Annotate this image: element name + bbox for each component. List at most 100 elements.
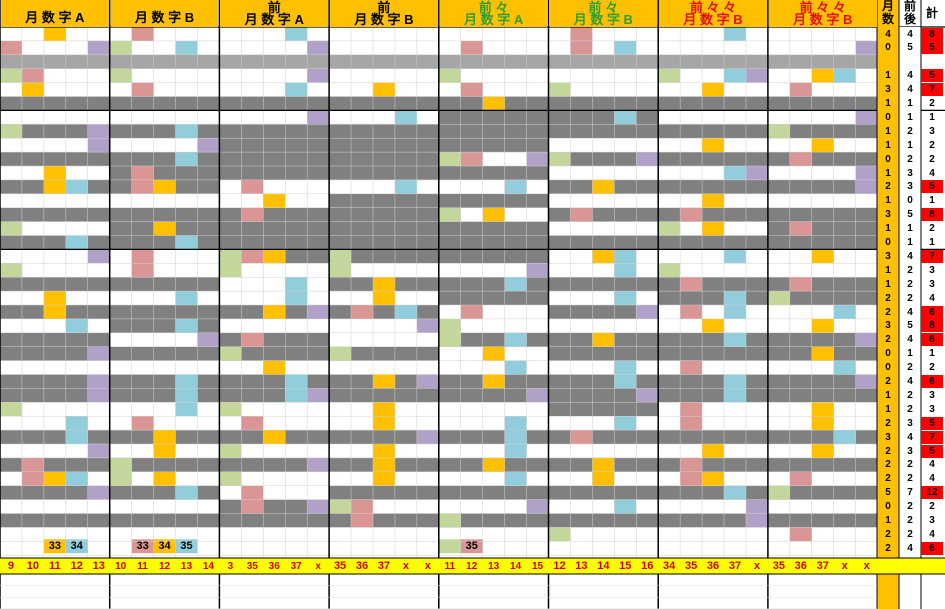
color-cell: [570, 40, 593, 55]
header-group-6: 前 々月 数 字 B: [549, 0, 658, 27]
color-cell: [351, 305, 373, 319]
color-cell: [307, 40, 330, 55]
color-cell: [21, 82, 44, 97]
total-count: 6: [921, 333, 943, 347]
gray-band: [658, 388, 768, 403]
gray-band: [548, 346, 659, 361]
gray-band: [548, 374, 659, 389]
gray-band: [109, 346, 220, 361]
footer-number: 11: [49, 560, 61, 572]
month-count: 2: [885, 334, 891, 346]
color-cell: [0, 124, 22, 139]
color-cell: [43, 179, 66, 194]
gray-band: [438, 166, 549, 180]
prevnext-count: 3: [907, 417, 913, 429]
color-cell: [702, 318, 725, 333]
gray-band: [548, 513, 659, 528]
gray-band: [438, 388, 549, 403]
color-cell: [175, 235, 198, 250]
gray-band: [329, 430, 439, 444]
prevnext-count: 5: [907, 320, 913, 332]
gray-band: [109, 318, 220, 333]
gray-band: [0, 124, 110, 139]
footer-number: 14: [597, 560, 610, 572]
gray-band: [658, 291, 768, 305]
color-cell: [438, 513, 461, 528]
prevnext-count: 2: [907, 125, 913, 137]
label-number: 33: [48, 540, 61, 553]
color-cell: [811, 416, 834, 431]
color-cell: [504, 471, 527, 486]
color-cell: [175, 124, 198, 139]
month-count: 2: [885, 376, 891, 387]
gray-band: [767, 152, 878, 166]
month-count: 2: [885, 459, 891, 471]
color-cell: [394, 305, 417, 319]
total-count: 8: [921, 319, 943, 333]
color-cell: [43, 166, 66, 180]
color-cell: [43, 471, 66, 486]
gray-band: [219, 207, 330, 222]
gray-band: [767, 54, 878, 69]
color-cell: [87, 374, 110, 389]
month-count: 3: [885, 84, 891, 96]
color-cell: [438, 152, 461, 166]
month-count: 0: [885, 42, 891, 54]
color-cell: [175, 318, 198, 333]
prevnext-count: 4: [907, 542, 913, 554]
color-cell: [855, 179, 878, 194]
color-cell: [482, 207, 505, 222]
color-cell: [811, 318, 834, 333]
color-cell: [548, 152, 571, 166]
color-cell: [307, 457, 330, 472]
color-cell: [372, 471, 395, 486]
gray-band: [329, 54, 439, 69]
gray-band: [658, 346, 768, 361]
color-cell: [131, 179, 154, 194]
footer-number: 37: [816, 560, 829, 572]
color-cell: [43, 291, 66, 305]
header-group-4: 前月 数 字 B: [330, 0, 438, 27]
total-count: 2: [929, 153, 935, 165]
color-cell: [680, 207, 703, 222]
color-cell: [767, 291, 790, 305]
color-cell: [658, 221, 681, 236]
gray-band: [548, 277, 659, 292]
color-cell: [65, 416, 88, 431]
color-cell: [614, 291, 637, 305]
prevnext-count: 4: [907, 70, 913, 82]
color-cell: [526, 263, 549, 278]
color-cell: [724, 305, 746, 319]
month-count: 2: [885, 528, 891, 540]
color-cell: [504, 277, 527, 292]
label-cell: [438, 539, 461, 554]
gray-band: [109, 513, 220, 528]
right-header-month: 月数: [881, 0, 894, 26]
color-cell: [109, 457, 132, 472]
footer-number: x: [402, 560, 409, 572]
header-top-label: 前 々: [588, 0, 619, 15]
color-cell: [702, 471, 725, 486]
color-cell: [241, 416, 264, 431]
gray-band: [438, 193, 549, 208]
color-cell: [263, 305, 286, 319]
color-cell: [153, 179, 176, 194]
month-count: 0: [885, 153, 891, 165]
header-group-2: 月 数 字 B: [110, 0, 219, 27]
color-cell: [372, 444, 395, 458]
month-count: 2: [885, 292, 891, 304]
footer-number: 12: [553, 560, 566, 572]
color-cell: [197, 332, 220, 347]
color-cell: [0, 221, 22, 236]
month-count: 1: [885, 403, 891, 415]
gray-band: [767, 291, 878, 305]
color-cell: [351, 513, 373, 528]
prevnext-count: 2: [907, 459, 913, 471]
color-cell: [789, 221, 812, 236]
header-top-label: 前 々 々: [689, 0, 737, 15]
total-count: 6: [921, 375, 943, 388]
total-count: 2: [929, 501, 935, 513]
total-count: 1: [929, 237, 935, 248]
color-cell: [43, 305, 66, 319]
prevnext-count: 7: [907, 487, 913, 499]
